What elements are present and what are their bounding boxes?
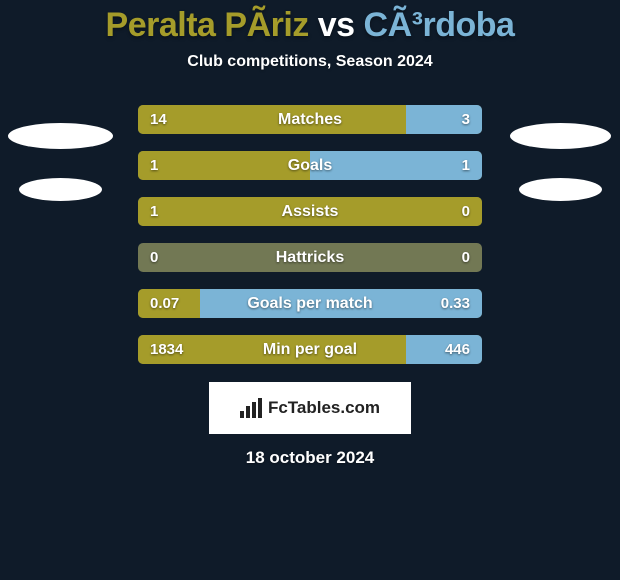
decorative-ellipse (8, 123, 113, 149)
stat-bar: 00Hattricks (138, 243, 482, 272)
bar-label: Hattricks (138, 243, 482, 272)
page-title: Peralta PÃ­riz vs CÃ³rdoba (106, 6, 515, 45)
bars-icon (240, 398, 262, 418)
stat-bar: 0.070.33Goals per match (138, 289, 482, 318)
player2-name: CÃ³rdoba (364, 6, 515, 44)
fctables-badge: FcTables.com (209, 382, 411, 434)
stat-bar: 1834446Min per goal (138, 335, 482, 364)
bar-label: Min per goal (138, 335, 482, 364)
badge-text: FcTables.com (268, 398, 380, 418)
stat-bars: 143Matches 11Goals 10Assists 00Hattricks 0.0… (138, 105, 482, 364)
bar-label: Assists (138, 197, 482, 226)
bar-label: Matches (138, 105, 482, 134)
stat-bar: 11Goals (138, 151, 482, 180)
decorative-ellipse (510, 123, 611, 149)
decorative-ellipse (519, 178, 602, 201)
date-text: 18 october 2024 (246, 448, 375, 468)
bar-label: Goals per match (138, 289, 482, 318)
subtitle: Club competitions, Season 2024 (187, 53, 432, 71)
vs-text: vs (318, 6, 355, 44)
decorative-ellipse (19, 178, 102, 201)
stat-bar: 143Matches (138, 105, 482, 134)
stat-bar: 10Assists (138, 197, 482, 226)
bar-label: Goals (138, 151, 482, 180)
player1-name: Peralta PÃ­riz (106, 6, 309, 44)
